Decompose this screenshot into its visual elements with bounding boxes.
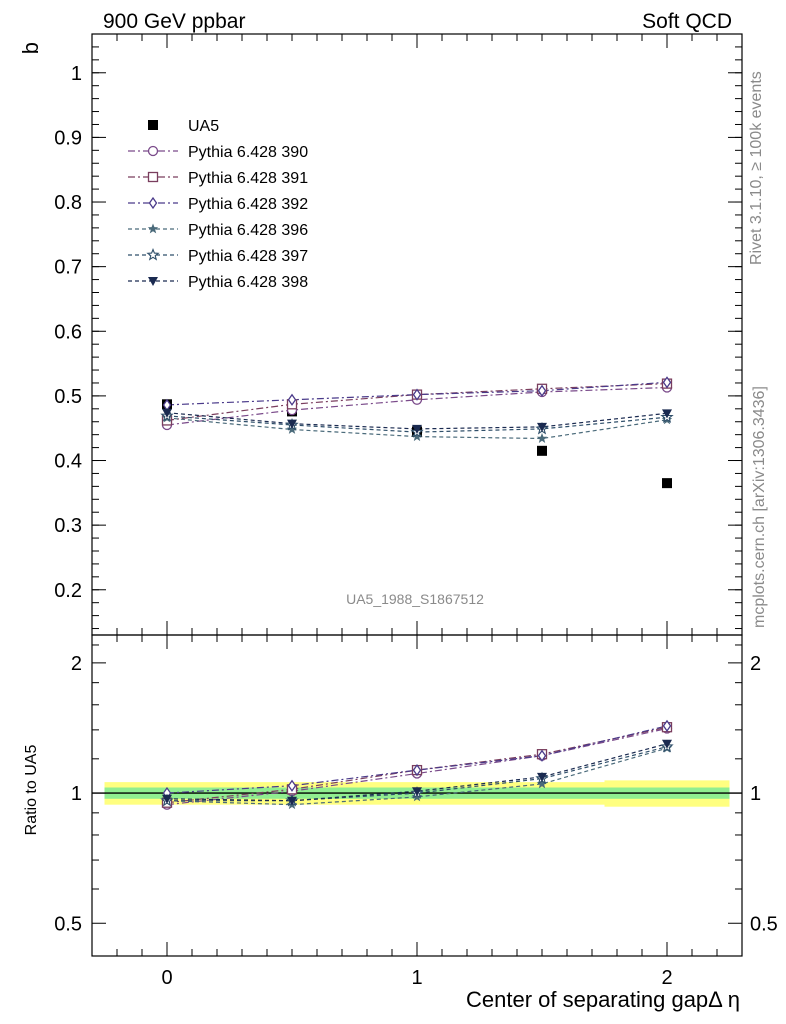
- ratio-data-point: [537, 749, 547, 762]
- ratio-series-line: [166, 726, 668, 804]
- ratio-data-point: [536, 778, 548, 789]
- data-point: [662, 409, 672, 419]
- ratio-data-point: [537, 772, 547, 782]
- x-tick-label: 1: [411, 967, 422, 989]
- legend-entry: UA5: [188, 118, 219, 135]
- x-tick-label: 2: [661, 967, 672, 989]
- legend-entry: Pythia 6.428 397: [188, 248, 308, 265]
- ratio-data-point: [412, 763, 422, 777]
- data-point: [537, 384, 547, 397]
- ratio-data-point: [287, 796, 297, 806]
- y-tick-label: 1: [71, 63, 82, 85]
- y-tick-label: 0.3: [54, 515, 82, 537]
- y-tick-label: 0.8: [54, 192, 82, 214]
- main-ylabel: b: [18, 42, 43, 54]
- data-point: [411, 431, 423, 442]
- header-left: 900 GeV ppbar: [103, 10, 245, 33]
- ratio-data-point: [662, 739, 672, 749]
- legend-marker: [148, 196, 158, 210]
- legend-entry: Pythia 6.428 391: [188, 170, 308, 187]
- legend-marker: [148, 277, 158, 286]
- ratio-data-point: [662, 719, 672, 733]
- watermark: UA5_1988_S1867512: [346, 591, 484, 607]
- ratio-data-point: [412, 787, 422, 797]
- data-point: [412, 424, 422, 434]
- data-point: [286, 424, 298, 434]
- main-panel: 0.2 0.3 0.4 0.5 0.6 0.7 0.8 0.9 1: [54, 33, 743, 636]
- x-tick-label: 0: [161, 967, 172, 989]
- legend-marker: [147, 171, 159, 183]
- data-point: [412, 388, 422, 401]
- ratio-data-point: [411, 791, 423, 802]
- legend-entry: Pythia 6.428 392: [188, 196, 308, 213]
- ratio-y-tick-label: 0.5: [54, 913, 82, 935]
- ratio-data-point: [162, 794, 172, 804]
- y-tick-label: 0.4: [54, 451, 82, 473]
- side-label-bottom: mcplots.cern.ch [arXiv:1306.3436]: [751, 386, 768, 628]
- data-point: [662, 376, 672, 389]
- ratio-y-tick-label: 1: [71, 783, 82, 805]
- ratio-y-tick-label-right: 1: [750, 783, 761, 805]
- y-tick-label: 0.5: [54, 386, 82, 408]
- legend-entry: Pythia 6.428 390: [188, 144, 308, 161]
- y-tick-label: 0.6: [54, 321, 82, 343]
- data-point: [287, 419, 297, 429]
- legend: UA5 Pythia 6.428 390 Pythia 6.428 391 Pythi…: [128, 118, 308, 291]
- ratio-y-tick-label-right: 0.5: [750, 913, 778, 935]
- ratio-data-point: [287, 779, 297, 792]
- y-tick-label: 0.9: [54, 127, 82, 149]
- legend-entry: Pythia 6.428 396: [188, 222, 308, 239]
- data-point: [162, 408, 172, 418]
- x-axis-label: Center of separating gapΔ η: [466, 987, 740, 1012]
- legend-marker: [147, 145, 159, 157]
- header-right: Soft QCD: [642, 10, 732, 33]
- y-tick-label: 0.7: [54, 257, 82, 279]
- ratio-panel: 0.5 0.5 1 1 2 2 0 1 2: [54, 634, 778, 989]
- ratio-y-tick-label-right: 2: [750, 653, 761, 675]
- side-label-top: Rivet 3.1.10, ≥ 100k events: [748, 71, 765, 265]
- y-tick-label: 0.2: [54, 580, 82, 602]
- data-point: [537, 445, 547, 456]
- data-point: [537, 422, 547, 432]
- legend-marker: [146, 247, 160, 261]
- legend-entry: Pythia 6.428 398: [188, 274, 308, 291]
- data-point: [536, 433, 548, 443]
- data-point: [287, 393, 297, 406]
- data-point: [662, 478, 672, 489]
- ratio-ylabel: Ratio to UA5: [23, 745, 40, 836]
- legend-marker: [148, 120, 158, 130]
- legend-marker: [147, 223, 159, 234]
- ratio-y-tick-label: 2: [71, 653, 82, 675]
